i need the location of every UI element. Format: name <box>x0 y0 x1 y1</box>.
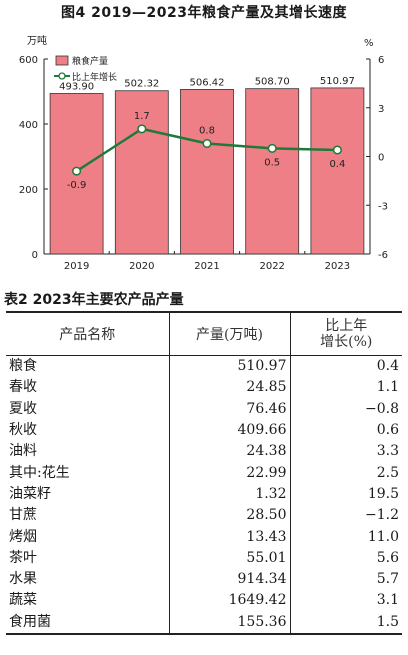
product-name-cell: 茶叶 <box>9 549 37 566</box>
output-cell: 24.38 <box>168 441 290 463</box>
growth-cell: −0.8 <box>289 398 402 420</box>
right-tick-label: 3 <box>378 104 384 115</box>
right-tick-label: -3 <box>378 201 388 212</box>
table-row: 甘蔗 28.50 −1.2 <box>6 505 402 527</box>
growth-cell: 5.6 <box>289 547 402 569</box>
growth-data-label: 1.7 <box>134 111 150 122</box>
product-name-cell: 夏收 <box>9 400 37 417</box>
right-tick-label: 6 <box>378 55 384 66</box>
legend-line-marker <box>58 72 66 80</box>
table-header-row: 产品名称 产量(万吨) 比上年 增长(%) <box>6 311 402 356</box>
x-tick-label: 2021 <box>194 261 219 272</box>
growth-point-2019 <box>72 166 82 176</box>
bar-2023 <box>310 87 365 255</box>
product-name-cell: 烤烟 <box>9 528 37 545</box>
growth-data-label: -0.9 <box>67 180 87 191</box>
growth-cell: 1.1 <box>289 377 402 399</box>
figure-title: 图4 2019—2023年粮食产量及其增长速度 <box>60 5 348 21</box>
table-row: 春收 24.85 1.1 <box>6 377 402 399</box>
growth-point-2023 <box>332 145 342 155</box>
growth-data-label: 0.4 <box>329 159 345 170</box>
bar-data-label: 506.42 <box>190 77 225 88</box>
bar-2022 <box>245 88 300 255</box>
output-cell: 22.99 <box>168 462 290 484</box>
growth-cell: 0.6 <box>289 419 402 442</box>
table-row: 夏收 76.46 −0.8 <box>6 398 402 420</box>
output-cell: 155.36 <box>168 611 290 635</box>
output-cell: 409.66 <box>168 419 290 442</box>
output-cell: 914.34 <box>168 568 290 591</box>
growth-cell: 3.1 <box>289 590 402 612</box>
header-growth: 比上年 增长(%) <box>289 311 402 356</box>
growth-cell: 3.3 <box>289 441 402 463</box>
output-cell: 1649.42 <box>168 590 290 612</box>
growth-cell: 2.5 <box>289 462 402 484</box>
table-row: 油菜籽 1.32 19.5 <box>6 483 402 506</box>
header-product-name: 产品名称 <box>6 311 169 356</box>
growth-cell: 1.5 <box>289 611 402 635</box>
left-tick-label: 600 <box>19 55 38 66</box>
table-row: 茶叶 55.01 5.6 <box>6 547 402 569</box>
x-tick-label: 2023 <box>325 261 350 272</box>
growth-cell: 5.7 <box>289 568 402 591</box>
growth-point-2021 <box>202 138 212 149</box>
x-tick-label: 2020 <box>129 261 154 272</box>
right-axis-unit: % <box>364 38 374 49</box>
right-tick-label: -6 <box>378 250 388 261</box>
legend-bar-label: 粮食产量 <box>72 55 108 67</box>
product-name-cell: 油菜籽 <box>9 485 51 502</box>
table-row: 烤烟 13.43 11.0 <box>6 526 402 548</box>
growth-cell: 0.4 <box>289 355 402 378</box>
table-row: 粮食 510.97 0.4 <box>6 355 402 378</box>
header-output: 产量(万吨) <box>168 311 290 356</box>
left-tick-label: 0 <box>32 250 38 261</box>
product-name-cell: 其中:花生 <box>9 464 70 481</box>
output-cell: 1.32 <box>168 483 290 506</box>
output-cell: 55.01 <box>168 547 290 569</box>
right-tick-label: 0 <box>378 153 384 164</box>
x-tick-label: 2022 <box>259 261 284 272</box>
table-title: 表2 2023年主要农产品产量 <box>4 292 184 308</box>
bar-data-label: 510.97 <box>320 76 355 87</box>
table-row: 其中:花生 22.99 2.5 <box>6 462 402 484</box>
product-name-cell: 油料 <box>9 443 37 460</box>
product-name-cell: 秋收 <box>9 422 37 439</box>
grain-chart: 万吨 % 0 200 400 600 -6 -3 0 3 6 493.90 502.32 506.42 50… <box>19 34 388 272</box>
product-name-cell: 蔬菜 <box>9 592 37 609</box>
table-row: 食用菌 155.36 1.5 <box>6 611 402 635</box>
output-cell: 76.46 <box>168 398 290 420</box>
product-name-cell: 春收 <box>9 379 37 396</box>
product-name-cell: 甘蔗 <box>9 507 37 524</box>
growth-cell: 19.5 <box>289 483 402 506</box>
x-tick-label: 2019 <box>64 261 89 272</box>
output-cell: 510.97 <box>168 355 290 378</box>
legend-bar-swatch <box>55 55 69 66</box>
table-row: 油料 24.38 3.3 <box>6 441 402 463</box>
output-cell: 13.43 <box>168 526 290 548</box>
growth-data-label: 0.8 <box>199 126 215 137</box>
product-name-cell: 食用菌 <box>6 611 169 635</box>
table-row: 水果 914.34 5.7 <box>6 568 402 591</box>
growth-cell: 11.0 <box>289 526 402 548</box>
product-name-cell: 粮食 <box>9 358 37 375</box>
product-name-cell: 水果 <box>9 571 37 588</box>
growth-point-2020 <box>137 124 147 134</box>
growth-point-2022 <box>267 143 277 153</box>
bar-data-label: 502.32 <box>124 79 159 90</box>
left-axis-unit: 万吨 <box>27 34 47 47</box>
left-tick-label: 200 <box>19 185 38 196</box>
table-row: 蔬菜 1649.42 3.1 <box>6 590 402 612</box>
growth-cell: −1.2 <box>289 505 402 527</box>
growth-data-label: 0.5 <box>264 157 280 168</box>
table-row: 秋收 409.66 0.6 <box>6 419 402 442</box>
left-tick-label: 400 <box>19 120 38 131</box>
bar-2020 <box>114 90 169 255</box>
output-cell: 24.85 <box>168 377 290 399</box>
bar-data-label: 493.90 <box>59 81 94 92</box>
agri-products-table: 产品名称 产量(万吨) 比上年 增长(%) 粮食 510.97 0.4 春收 24.85… <box>6 311 402 635</box>
output-cell: 28.50 <box>168 505 290 527</box>
bar-2021 <box>180 89 234 255</box>
bar-data-label: 508.70 <box>255 77 290 88</box>
legend-line-label: 比上年增长 <box>72 71 117 83</box>
